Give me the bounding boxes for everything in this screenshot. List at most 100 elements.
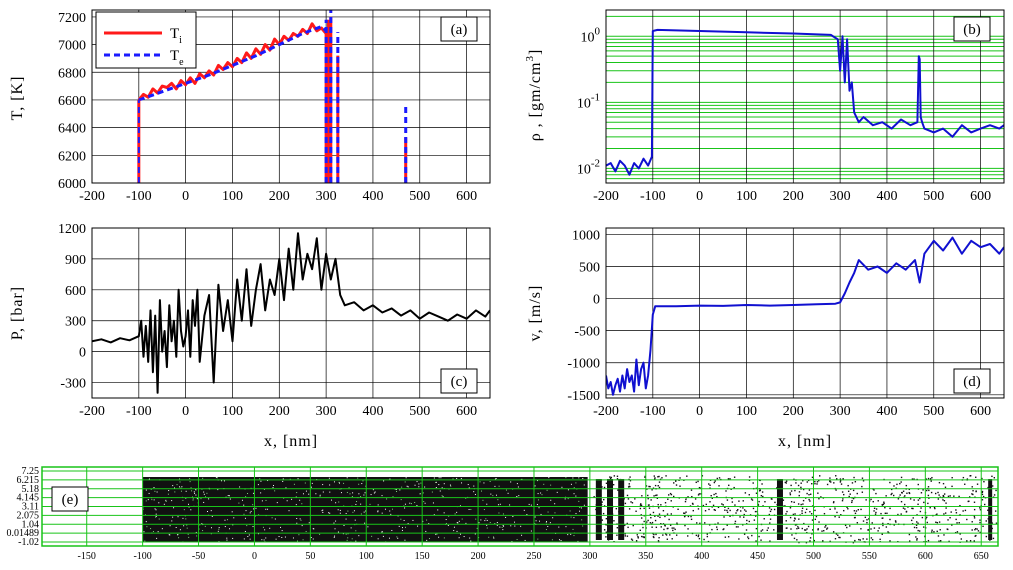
particle bbox=[177, 534, 179, 536]
particle bbox=[600, 503, 603, 506]
particle bbox=[567, 498, 569, 500]
particle bbox=[798, 491, 801, 493]
particle bbox=[900, 476, 903, 479]
particle bbox=[206, 492, 208, 494]
particle bbox=[611, 513, 614, 515]
particle bbox=[302, 493, 304, 495]
particle bbox=[498, 512, 500, 514]
particle bbox=[333, 522, 335, 524]
particle bbox=[153, 487, 155, 489]
particle bbox=[773, 508, 776, 511]
particle bbox=[922, 489, 924, 491]
particle bbox=[616, 475, 619, 477]
particle bbox=[410, 503, 412, 505]
y-tick-label: 1200 bbox=[58, 222, 86, 237]
particle bbox=[953, 495, 955, 497]
particle bbox=[426, 519, 428, 521]
particle bbox=[729, 515, 731, 517]
particle bbox=[669, 524, 672, 526]
particle bbox=[747, 536, 749, 538]
x-tick-label: -200 bbox=[593, 189, 619, 204]
particle bbox=[226, 539, 228, 541]
y-tick-label: 7000 bbox=[58, 39, 86, 54]
particle bbox=[630, 538, 633, 540]
particle bbox=[608, 512, 610, 515]
particle bbox=[470, 540, 472, 542]
particle bbox=[807, 525, 810, 528]
particle bbox=[398, 525, 400, 527]
x-tick-label: 450 bbox=[750, 551, 765, 562]
particle bbox=[951, 476, 953, 479]
particle bbox=[975, 476, 977, 478]
particle bbox=[622, 513, 624, 516]
particle bbox=[921, 516, 924, 519]
particle bbox=[627, 498, 630, 500]
particle bbox=[962, 476, 965, 479]
particle bbox=[554, 512, 556, 514]
panel-c-xlabel: x, [nm] bbox=[264, 433, 318, 450]
particle bbox=[789, 492, 791, 494]
particle bbox=[613, 475, 616, 477]
particle bbox=[675, 534, 678, 536]
particle bbox=[176, 484, 178, 486]
particle bbox=[649, 522, 652, 524]
particle bbox=[930, 480, 932, 482]
particle bbox=[877, 500, 879, 502]
particle bbox=[942, 499, 944, 501]
particle bbox=[692, 509, 694, 512]
particle bbox=[648, 485, 650, 488]
particle bbox=[970, 475, 972, 477]
particle bbox=[210, 510, 212, 512]
x-tick-label: 600 bbox=[456, 404, 477, 419]
particle bbox=[443, 512, 445, 514]
particle bbox=[143, 531, 145, 533]
particle bbox=[979, 519, 981, 521]
panel-a-ylabel: T, [K] bbox=[9, 76, 26, 121]
particle bbox=[826, 483, 829, 486]
particle bbox=[925, 516, 928, 518]
panel-a-data bbox=[137, 10, 408, 183]
particle bbox=[840, 514, 842, 516]
particle bbox=[561, 486, 563, 488]
particle bbox=[982, 525, 984, 528]
particle bbox=[185, 490, 187, 492]
particle bbox=[449, 484, 451, 486]
particle bbox=[919, 497, 921, 500]
particle bbox=[740, 510, 742, 512]
x-tick-label: 300 bbox=[830, 404, 851, 419]
particle bbox=[887, 531, 889, 533]
particle bbox=[809, 511, 811, 513]
particle bbox=[572, 528, 574, 530]
particle bbox=[424, 502, 426, 504]
particle bbox=[211, 515, 213, 517]
particle bbox=[510, 481, 512, 483]
particle bbox=[401, 486, 403, 488]
particle bbox=[757, 504, 760, 506]
particle bbox=[664, 524, 666, 526]
particle bbox=[605, 536, 607, 538]
particle bbox=[406, 485, 408, 487]
particle bbox=[596, 525, 598, 528]
particle bbox=[298, 534, 300, 536]
particle bbox=[651, 489, 653, 491]
particle bbox=[155, 516, 157, 518]
particle bbox=[361, 483, 363, 485]
particle bbox=[912, 517, 914, 519]
particle bbox=[696, 522, 698, 524]
particle bbox=[755, 492, 758, 494]
y-tick-label: 4.145 bbox=[17, 493, 40, 504]
particle bbox=[774, 501, 776, 504]
particle bbox=[889, 481, 891, 484]
particle bbox=[169, 534, 171, 536]
particle bbox=[493, 537, 495, 539]
particle bbox=[648, 507, 651, 509]
particle bbox=[889, 518, 891, 521]
particle bbox=[867, 529, 869, 531]
particle bbox=[581, 519, 583, 521]
particle bbox=[579, 510, 581, 512]
particle bbox=[818, 497, 820, 500]
particle bbox=[895, 521, 897, 523]
particle bbox=[824, 526, 826, 528]
particle bbox=[480, 519, 482, 521]
particle bbox=[934, 492, 937, 495]
